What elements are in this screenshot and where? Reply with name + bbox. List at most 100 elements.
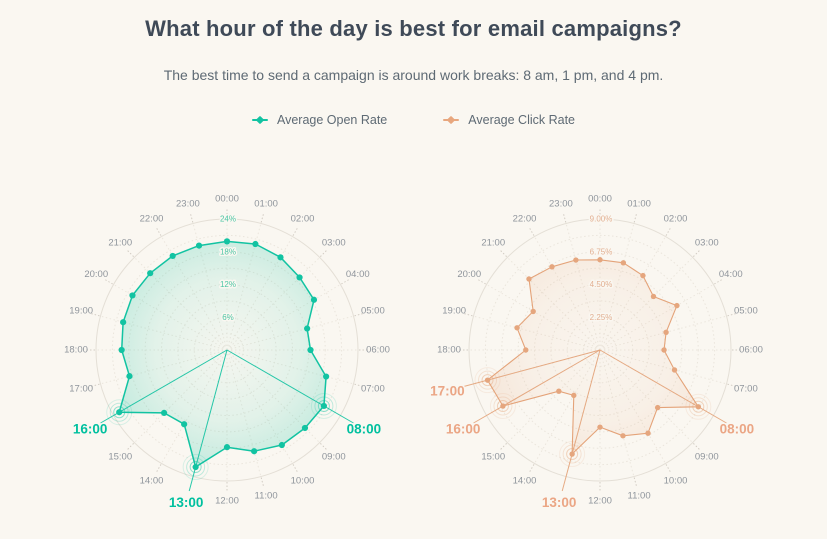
legend-label-open-rate: Average Open Rate xyxy=(276,113,388,127)
ripple-ring xyxy=(688,397,708,417)
radial-axis-label: 12% xyxy=(220,280,236,289)
axis-tick xyxy=(89,383,100,388)
data-point xyxy=(556,388,562,394)
hour-label: 02:00 xyxy=(291,214,315,225)
ripple-ring xyxy=(685,393,712,420)
data-point xyxy=(223,444,231,451)
hour-label: 03:00 xyxy=(695,238,719,249)
radial-axis-label: 2.25% xyxy=(590,313,613,322)
data-point xyxy=(671,367,678,373)
axis-tick xyxy=(354,312,365,317)
hour-label: 07:00 xyxy=(361,384,385,395)
data-point xyxy=(301,424,309,432)
hour-label: 01:00 xyxy=(627,199,651,210)
axis-tick xyxy=(260,477,265,488)
hour-label: 19:00 xyxy=(442,305,466,316)
hour-label: 19:00 xyxy=(69,305,93,316)
axis-tick xyxy=(633,212,638,223)
axis-tick xyxy=(292,464,299,474)
axis-tick xyxy=(665,226,672,236)
ripple-ring xyxy=(493,396,513,416)
axis-tick xyxy=(499,442,508,451)
axis-tick xyxy=(126,442,135,451)
highlight-spoke xyxy=(599,349,727,424)
ripple-ring xyxy=(186,457,206,477)
data-point xyxy=(549,264,555,270)
data-point xyxy=(195,242,203,249)
data-point xyxy=(129,292,136,299)
polar-grid-ring xyxy=(468,218,732,482)
data-point xyxy=(320,402,328,410)
open-rate-series-marker-icon xyxy=(251,115,268,125)
hour-label: 00:00 xyxy=(215,194,239,205)
radial-axis-label: 9.00% xyxy=(590,215,613,224)
ripple-ring xyxy=(496,400,509,413)
ripple-ring xyxy=(559,441,586,468)
axis-tick xyxy=(727,312,738,317)
hour-label: 21:00 xyxy=(481,238,505,249)
data-point xyxy=(169,252,176,260)
data-point xyxy=(640,272,646,279)
data-point xyxy=(674,302,680,309)
hour-label-highlighted: 08:00 xyxy=(347,422,382,437)
hour-label: 14:00 xyxy=(513,475,537,486)
data-point xyxy=(118,346,125,354)
radial-axis-label: 24% xyxy=(220,215,236,224)
hour-label-highlighted: 16:00 xyxy=(73,422,108,437)
hour-label: 11:00 xyxy=(628,490,651,501)
open-rate-polar-chart: 6% 12% 18% 24% 00:00 01:00 02:00 03:00 04:00 05:0… xyxy=(30,162,424,539)
data-point xyxy=(116,409,123,416)
data-point xyxy=(526,276,532,282)
hour-label: 07:00 xyxy=(734,384,758,395)
page-title: What hour of the day is best for email c… xyxy=(145,16,682,41)
ripple-ring xyxy=(562,444,582,464)
hour-label-highlighted: 16:00 xyxy=(446,422,481,437)
highlight-spoke xyxy=(226,349,354,424)
ripple-ring xyxy=(317,399,330,412)
data-point xyxy=(323,373,330,380)
axis-tick xyxy=(528,464,535,474)
legend-label-click-rate: Average Click Rate xyxy=(468,113,576,127)
hour-label: 05:00 xyxy=(361,305,385,316)
data-point xyxy=(569,451,575,457)
highlight-spoke xyxy=(561,349,601,492)
data-point xyxy=(571,392,577,399)
axis-tick xyxy=(260,212,265,223)
data-point xyxy=(252,240,259,248)
data-point xyxy=(147,270,154,277)
data-point xyxy=(307,346,314,354)
data-point xyxy=(160,409,168,417)
data-point xyxy=(126,373,133,380)
ripple-ring xyxy=(481,374,494,387)
click-rate-series-marker-icon xyxy=(443,115,460,125)
hour-label: 00:00 xyxy=(588,194,612,205)
polar-grid-ring xyxy=(111,234,343,466)
click-rate-polar-chart: 2.25% 4.50% 6.75% 9.00% 00:00 01:00 02:00 03:00… xyxy=(403,162,797,539)
legend-item-average-click-rate[interactable]: Average Click Rate xyxy=(443,113,575,127)
axis-tick xyxy=(692,442,701,451)
hour-label: 20:00 xyxy=(457,269,481,280)
ripple-ring xyxy=(489,393,516,420)
hour-label: 23:00 xyxy=(176,199,200,210)
highlight-spoke xyxy=(458,349,601,389)
data-point xyxy=(523,347,529,353)
data-point xyxy=(120,319,127,326)
polar-chart-svg: 6% 12% 18% 24% 00:00 01:00 02:00 03:00 04:00 05:0… xyxy=(64,194,390,512)
ripple-ring xyxy=(109,402,129,422)
data-point xyxy=(695,404,702,410)
hour-label-highlighted: 13:00 xyxy=(542,495,577,510)
ripple-ring xyxy=(113,406,126,419)
legend-item-average-open-rate[interactable]: Average Open Rate xyxy=(251,113,388,127)
data-point xyxy=(620,433,626,439)
axis-tick xyxy=(727,383,738,388)
ripple-ring xyxy=(314,396,334,416)
hour-label: 20:00 xyxy=(84,269,108,280)
axis-tick xyxy=(528,226,535,236)
ripple-ring xyxy=(106,399,133,426)
hour-label: 22:00 xyxy=(140,214,164,225)
polar-grid-ring xyxy=(484,234,716,466)
radial-axis-label: 4.50% xyxy=(590,280,613,289)
ripple-ring xyxy=(310,392,337,419)
axis-tick xyxy=(103,278,113,285)
